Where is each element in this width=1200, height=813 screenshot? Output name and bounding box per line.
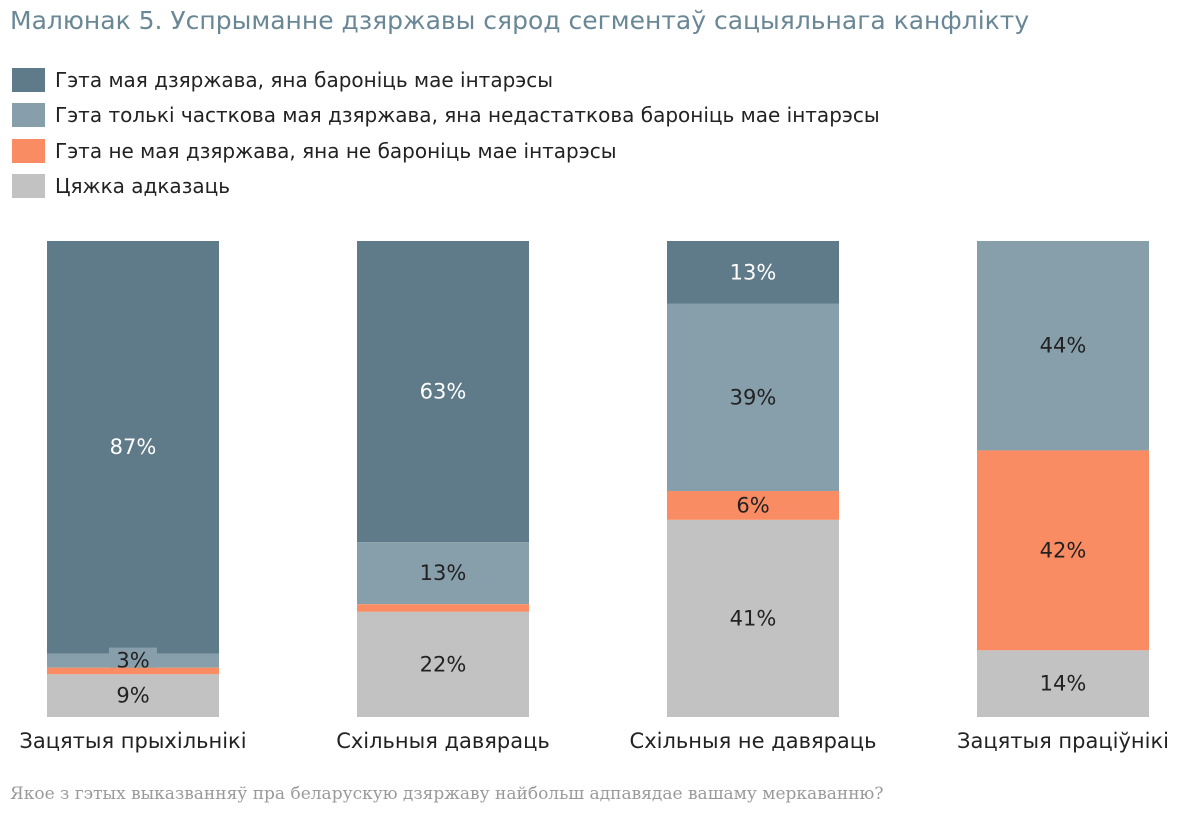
category-label: Зацятыя прыхільнікі (19, 729, 246, 753)
legend-label: Цяжка адказаць (55, 174, 230, 199)
data-label: 44% (1040, 334, 1087, 358)
bar-segment (667, 241, 839, 304)
bar-segment (357, 542, 529, 605)
data-label: 87% (110, 435, 157, 459)
legend-item: Гэта мая дзяржава, яна бароніць мае інта… (12, 62, 880, 98)
category-label: Схільныя не давяраць (630, 729, 877, 753)
bar-segment (667, 303, 839, 492)
data-label: 39% (730, 385, 777, 409)
legend-label: Гэта толькі часткова мая дзяржава, яна н… (55, 103, 880, 128)
bar-segment (47, 241, 219, 654)
category-label: Схільныя давяраць (336, 729, 550, 753)
legend-swatch (12, 67, 45, 92)
bar-segment (977, 450, 1149, 651)
bar-segment (667, 519, 839, 717)
bar-segment (977, 241, 1149, 451)
legend-item: Гэта толькі часткова мая дзяржава, яна н… (12, 98, 880, 134)
chart-title: Малюнак 5. Успрыманне дзяржавы сярод сег… (10, 6, 1030, 35)
legend-item: Гэта не мая дзяржава, яна не бароніць ма… (12, 133, 880, 169)
data-label: 41% (730, 606, 777, 630)
bar-segment (357, 611, 529, 717)
bar-segment (47, 667, 219, 675)
data-label: 42% (1040, 538, 1087, 562)
data-label: 13% (420, 561, 467, 585)
legend-swatch (12, 174, 45, 199)
bar-segment (977, 650, 1149, 717)
legend-swatch (12, 103, 45, 128)
data-label: 63% (420, 380, 467, 404)
data-label: 13% (730, 260, 777, 284)
data-label: 22% (420, 652, 467, 676)
data-label: 14% (1040, 672, 1087, 696)
footnote: Якое з гэтых выказванняў пра беларускую … (10, 784, 884, 804)
bar-segment (667, 491, 839, 520)
legend: Гэта мая дзяржава, яна бароніць мае інта… (12, 62, 880, 204)
bar-segment (357, 604, 529, 612)
category-label: Зацятыя праціўнікі (957, 729, 1169, 753)
bar-segment (357, 241, 529, 543)
legend-label: Гэта мая дзяржава, яна бароніць мае інта… (55, 67, 554, 92)
legend-label: Гэта не мая дзяржава, яна не бароніць ма… (55, 138, 617, 163)
data-label: 9% (116, 684, 149, 708)
data-label: 6% (736, 493, 769, 517)
legend-item: Цяжка адказаць (12, 169, 880, 205)
bar-segment (47, 674, 219, 717)
legend-swatch (12, 138, 45, 163)
